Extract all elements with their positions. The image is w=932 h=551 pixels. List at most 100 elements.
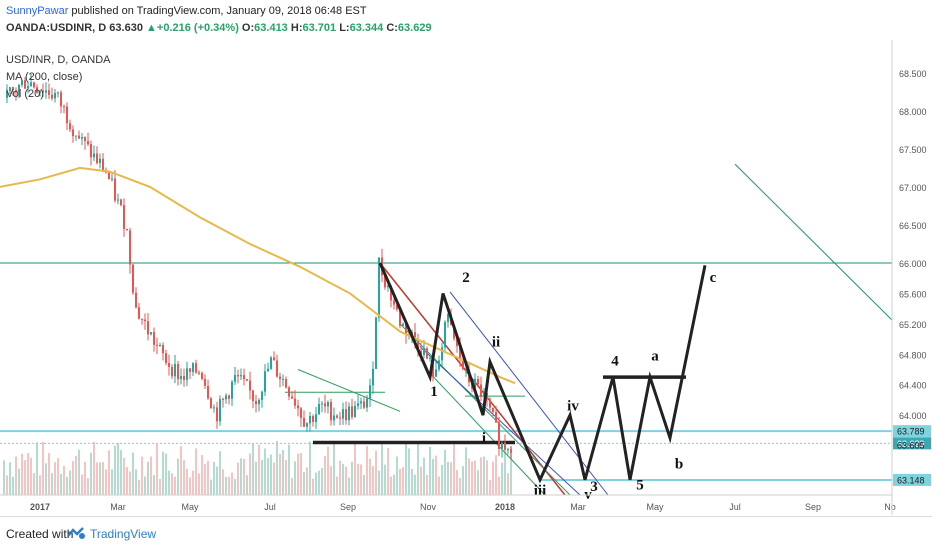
candle-body [195, 363, 197, 373]
candle-body [111, 178, 113, 180]
candle-body [216, 407, 218, 422]
volume-bar [30, 457, 32, 495]
volume-bar [21, 453, 23, 495]
volume-bar [81, 474, 83, 495]
candle-body [48, 90, 50, 95]
volume-bar [306, 467, 308, 495]
volume-bar [510, 446, 512, 495]
time-tick-label: 2017 [30, 502, 50, 512]
wave-label: iii [534, 483, 547, 499]
volume-bar [387, 447, 389, 495]
volume-bar [342, 463, 344, 495]
volume-bar [450, 462, 452, 495]
candle-body [18, 84, 20, 93]
candle-body [303, 417, 305, 427]
symbol-label: OANDA:USDINR, D [6, 22, 107, 34]
wave-label: b [675, 456, 683, 472]
volume-bar [24, 460, 26, 495]
wave-label: i [482, 431, 486, 447]
candle-body [336, 415, 338, 418]
volume-bar [414, 474, 416, 495]
volume-bar [459, 477, 461, 495]
volume-bar [435, 455, 437, 495]
volume-bar [36, 442, 38, 495]
candle-body [114, 178, 116, 201]
footer: Created with TradingView [0, 516, 932, 551]
volume-bar [333, 444, 335, 495]
candle-body [453, 325, 455, 339]
candle-body [189, 368, 191, 372]
volume-bar [426, 475, 428, 495]
candle-body [510, 449, 512, 453]
candle-body [180, 375, 182, 380]
volume-bar [402, 467, 404, 495]
candle-body [423, 348, 425, 356]
candle-body [273, 357, 275, 361]
volume-bar [429, 446, 431, 495]
candle-body [150, 332, 152, 335]
publish-line: SunnyPawar published on TradingView.com,… [6, 5, 367, 17]
candle-body [234, 374, 236, 382]
candle-body [330, 402, 332, 421]
candle-body [258, 399, 260, 405]
candle-body [384, 275, 386, 288]
time-axis[interactable]: 2017 Mar May Jul Sep Nov 2018 Mar May Jul Sep No [30, 502, 896, 512]
price-tick-label: 65.200 [899, 320, 927, 330]
tradingview-link[interactable]: TradingView [90, 527, 157, 541]
time-tick-label: Jul [264, 502, 276, 512]
volume-bar [141, 456, 143, 495]
volume-bar [105, 469, 107, 495]
candle-body [270, 357, 272, 369]
volume-bar [372, 466, 374, 495]
candle-body [507, 449, 509, 451]
candle-body [57, 92, 59, 94]
candle-body [237, 374, 239, 377]
volume-bar [111, 469, 113, 495]
volume-bar [294, 461, 296, 495]
volume-bar [501, 462, 503, 495]
volume-bar [153, 474, 155, 495]
candle-body [285, 379, 287, 388]
candle-body [171, 366, 173, 377]
price-axis[interactable]: 68.500 68.000 67.500 67.000 66.500 66.000 65.6… [893, 69, 931, 486]
price-tick-label: 67.500 [899, 145, 927, 155]
created-with-label: Created with [6, 527, 74, 541]
volume-bar [462, 466, 464, 495]
volume-bar [318, 470, 320, 495]
last-price: 63.630 [109, 22, 143, 34]
candle-body [30, 82, 32, 87]
volume-bar [270, 454, 272, 495]
candle-body [297, 405, 299, 409]
candle-body [465, 369, 467, 371]
author-link[interactable]: SunnyPawar [6, 5, 69, 17]
open-label: O: [241, 22, 255, 34]
volume-bar [315, 472, 317, 495]
volume-bar [498, 476, 500, 495]
time-tick-label: Mar [570, 502, 586, 512]
candle-body [492, 407, 494, 412]
candle-body [75, 135, 77, 137]
volume-bar [456, 470, 458, 495]
candle-body [441, 347, 443, 361]
candle-body [66, 106, 68, 124]
tradingview-logo-icon[interactable] [66, 525, 86, 541]
candle-body [360, 401, 362, 404]
volume-bar [33, 472, 35, 495]
candle-body [9, 87, 11, 92]
candle-body [45, 90, 47, 93]
volume-bar [9, 462, 11, 495]
candle-body [69, 123, 71, 130]
volume-bar [396, 456, 398, 495]
candle-body [477, 378, 479, 385]
volume-bar [330, 466, 332, 495]
candle-body [321, 403, 323, 405]
candle-body [405, 323, 407, 336]
high-value: 63.701 [302, 22, 337, 34]
candle-body [33, 82, 35, 88]
candle-body [387, 285, 389, 288]
volume-bar [345, 466, 347, 495]
volume-bar [156, 444, 158, 495]
candle-body [396, 304, 398, 310]
price-badge [893, 437, 931, 450]
